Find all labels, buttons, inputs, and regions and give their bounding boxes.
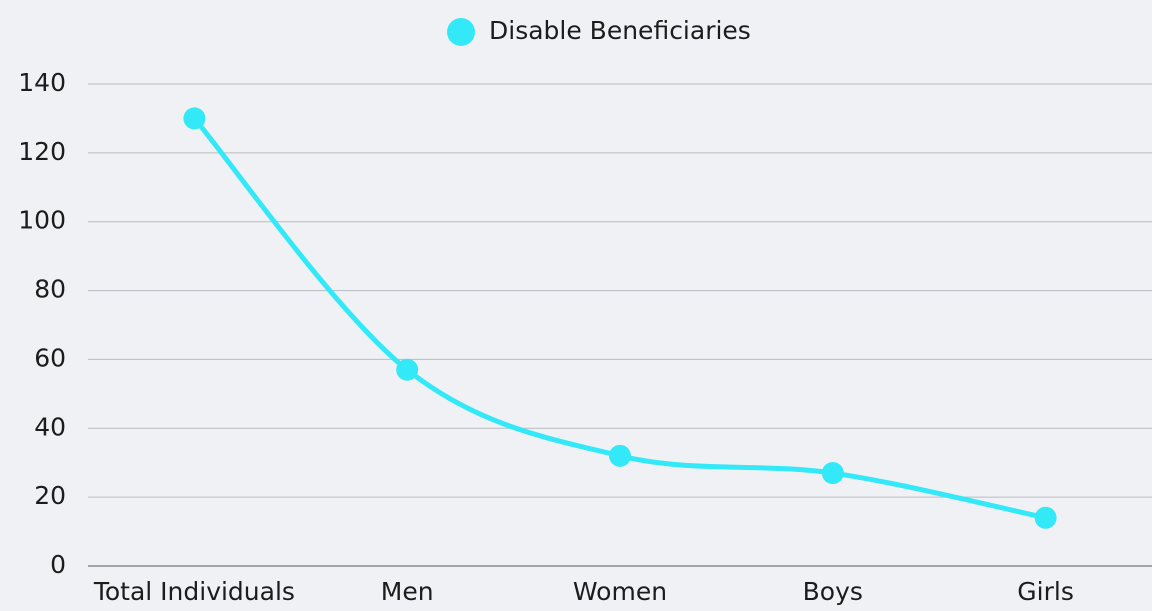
- y-tick-label: 20: [34, 481, 66, 510]
- x-tick-label: Women: [573, 577, 667, 606]
- y-tick-label: 100: [18, 206, 66, 235]
- y-tick-label: 80: [34, 275, 66, 304]
- x-tick-label: Total Individuals: [93, 577, 295, 606]
- point: [183, 107, 206, 130]
- y-tick-label: 40: [34, 412, 66, 441]
- point: [821, 462, 844, 485]
- point: [396, 358, 419, 381]
- x-tick-label: Men: [381, 577, 434, 606]
- x-tick-label: Girls: [1017, 577, 1074, 606]
- point: [609, 444, 631, 467]
- point: [1034, 506, 1057, 529]
- y-tick-label: 0: [50, 550, 66, 579]
- legend-label: Disable Beneficiaries: [489, 16, 751, 45]
- legend-swatch: [447, 18, 475, 46]
- y-tick-label: 120: [18, 137, 66, 166]
- y-tick-label: 140: [18, 68, 66, 97]
- x-tick-label: Boys: [803, 577, 863, 606]
- y-tick-label: 60: [34, 343, 66, 372]
- line: [192, 116, 1047, 521]
